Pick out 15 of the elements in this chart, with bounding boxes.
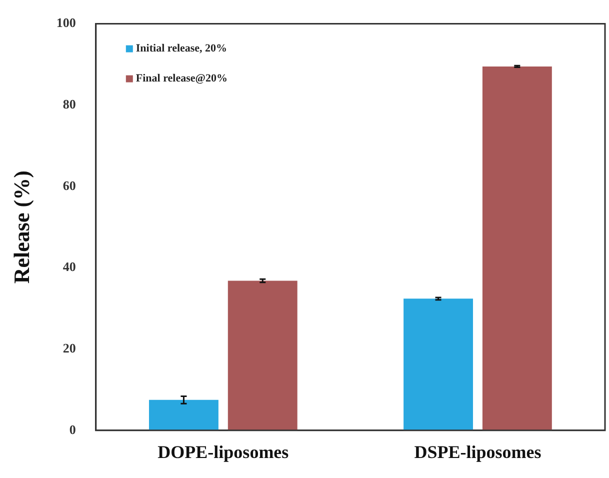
- x-tick-label: DSPE-liposomes: [414, 442, 542, 462]
- legend-label: Initial release, 20%: [136, 42, 228, 55]
- y-tick-label: 40: [62, 259, 76, 274]
- y-tick-label: 20: [62, 340, 76, 356]
- bar: [404, 298, 473, 430]
- y-axis-title: Release (%): [8, 170, 34, 284]
- y-tick-label: 80: [62, 96, 76, 112]
- y-tick-label: 100: [56, 15, 76, 30]
- y-tick-label: 60: [62, 178, 76, 193]
- bar: [149, 400, 218, 430]
- x-tick-label: DOPE-liposomes: [158, 442, 289, 462]
- legend-label: Final release@20%: [136, 72, 228, 85]
- bar: [482, 66, 552, 430]
- bar: [228, 280, 298, 430]
- y-tick-label: 0: [69, 422, 76, 437]
